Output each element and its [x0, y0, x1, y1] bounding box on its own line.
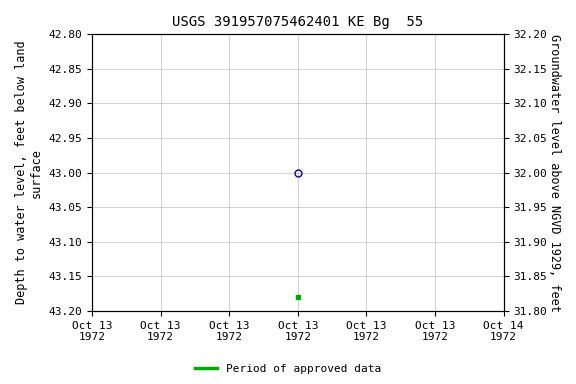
Y-axis label: Groundwater level above NGVD 1929, feet: Groundwater level above NGVD 1929, feet	[548, 34, 561, 311]
Legend: Period of approved data: Period of approved data	[191, 359, 385, 379]
Y-axis label: Depth to water level, feet below land
surface: Depth to water level, feet below land su…	[15, 41, 43, 305]
Title: USGS 391957075462401 KE Bg  55: USGS 391957075462401 KE Bg 55	[172, 15, 423, 29]
